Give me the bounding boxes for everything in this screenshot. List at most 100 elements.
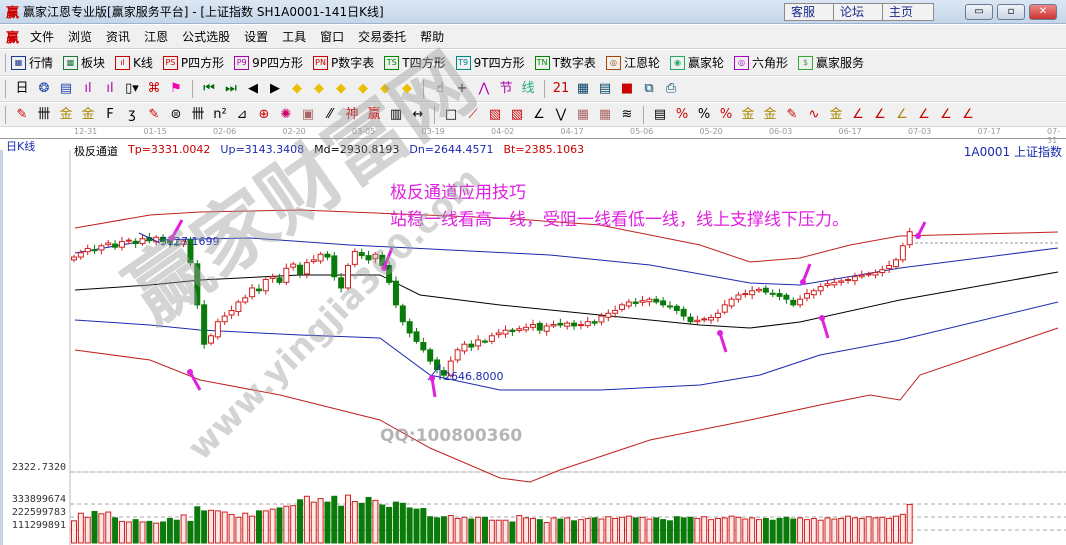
- network-icon[interactable]: ⧉: [644, 81, 654, 96]
- grid-lines-icon[interactable]: 卌: [37, 106, 51, 122]
- gold2-icon[interactable]: 金: [81, 106, 95, 122]
- gold-lines-icon[interactable]: 金: [763, 106, 777, 122]
- vlines-icon[interactable]: 卌: [191, 106, 205, 122]
- first-icon[interactable]: ⏮: [203, 81, 215, 96]
- parallel-icon[interactable]: ≋: [621, 106, 633, 122]
- calculator-icon[interactable]: ▦: [576, 81, 590, 96]
- triangle-icon[interactable]: ⊿: [236, 106, 248, 122]
- pct-red-icon[interactable]: %: [675, 106, 689, 122]
- gold-angle-icon[interactable]: ∠: [896, 106, 908, 122]
- diamond-star-icon[interactable]: ◆: [380, 81, 390, 96]
- menu-tools[interactable]: 工具: [282, 30, 307, 44]
- toolbar-button-ts[interactable]: TS T四方形: [384, 54, 446, 71]
- ying-angle-icon[interactable]: ∠: [940, 106, 952, 122]
- toolbar-button-gann-wheel[interactable]: ◎ 江恩轮: [605, 54, 660, 71]
- fan-icon[interactable]: ⟋: [468, 106, 478, 122]
- period-dropdown[interactable]: 日▾: [15, 81, 29, 114]
- slant-icon[interactable]: ⁄⁄: [327, 106, 333, 122]
- toolbar-button-t9[interactable]: T9 9T四方形: [455, 54, 525, 71]
- target-icon[interactable]: ⊕: [258, 106, 270, 122]
- star-icon[interactable]: ✺: [280, 106, 292, 122]
- minimize-button[interactable]: ▭: [965, 4, 993, 20]
- four-angle-icon[interactable]: ∠: [962, 106, 974, 122]
- home-button[interactable]: 主页: [882, 3, 934, 21]
- crosshair-icon[interactable]: +: [456, 81, 468, 96]
- ruler-icon[interactable]: ▥: [389, 106, 403, 122]
- toolbar-button-yingjia-wheel[interactable]: ◉ 赢家轮: [669, 54, 724, 71]
- toolbar-button-hexagon[interactable]: ◎ 六角形: [733, 54, 788, 71]
- forum-button[interactable]: 论坛: [833, 3, 885, 21]
- god-icon[interactable]: 神: [345, 106, 359, 122]
- rocket-icon[interactable]: ✎: [148, 106, 160, 122]
- menu-settings[interactable]: 设置: [244, 30, 269, 44]
- toolbar-button-dollar[interactable]: $ 赢家服务: [797, 54, 864, 71]
- diamond-left-icon[interactable]: ◆: [292, 81, 302, 96]
- gold-circle-icon[interactable]: 金: [741, 106, 755, 122]
- grid-icon[interactable]: ▦: [576, 106, 590, 122]
- wave-icon[interactable]: 线: [521, 81, 535, 96]
- pct-icon[interactable]: %: [697, 106, 711, 122]
- diamond-v-icon[interactable]: ◆: [402, 81, 412, 96]
- diamond-h-icon[interactable]: ◆: [336, 81, 346, 96]
- menu-file[interactable]: 文件: [30, 30, 55, 44]
- zigzag-icon[interactable]: ⋁: [555, 106, 567, 122]
- diamond-right-icon[interactable]: ◆: [314, 81, 324, 96]
- indicator-icon[interactable]: ❂: [38, 81, 50, 96]
- node-icon[interactable]: 节: [499, 81, 513, 96]
- menu-formula[interactable]: 公式选股: [182, 30, 231, 44]
- maximize-button[interactable]: ▫: [997, 4, 1025, 20]
- box-icon[interactable]: □: [444, 106, 458, 122]
- last-icon[interactable]: ⏭: [225, 81, 237, 96]
- menu-trade[interactable]: 交易委托: [358, 30, 407, 44]
- report-icon[interactable]: ▤: [598, 81, 612, 96]
- cal-icon[interactable]: ▤: [653, 106, 667, 122]
- pen-icon[interactable]: ✎: [16, 106, 28, 122]
- square-icon[interactable]: ▣: [301, 106, 315, 122]
- span-icon[interactable]: ↔: [412, 106, 424, 122]
- wave-box-icon[interactable]: ∿: [808, 106, 820, 122]
- f-angle-icon[interactable]: ∠: [874, 106, 886, 122]
- god-angle-icon[interactable]: ∠: [918, 106, 930, 122]
- j-angle-icon[interactable]: ∠: [852, 106, 864, 122]
- menu-browse[interactable]: 浏览: [68, 30, 93, 44]
- toolbar-button-ps[interactable]: PS P四方形: [162, 54, 224, 71]
- toolbar-button-table[interactable]: ▦ 行情: [11, 54, 53, 71]
- f-lines-icon[interactable]: F: [106, 106, 114, 122]
- circle-scale-icon[interactable]: ⊜: [170, 106, 182, 122]
- toolbar-button-pn[interactable]: PN P数字表: [313, 54, 374, 71]
- candle-dropdown[interactable]: ▯▾: [125, 81, 139, 96]
- toolbar-button-p9[interactable]: P9 9P四方形: [234, 54, 303, 71]
- gold-box-icon[interactable]: 金: [829, 106, 843, 122]
- rocket2-icon[interactable]: ✎: [786, 106, 798, 122]
- fan-box2-icon[interactable]: ▧: [510, 106, 524, 122]
- bars3-icon[interactable]: ıl: [84, 81, 92, 96]
- pct-lines-icon[interactable]: %: [719, 106, 733, 122]
- line-icon[interactable]: ⋀: [478, 81, 490, 96]
- diamond-x-icon[interactable]: ◆: [358, 81, 368, 96]
- fan-box-icon[interactable]: ▧: [488, 106, 502, 122]
- gold1-icon[interactable]: 金: [59, 106, 73, 122]
- notes-icon[interactable]: ▤: [59, 81, 73, 96]
- bars9-icon[interactable]: ıl: [106, 81, 114, 96]
- left-icon[interactable]: ◀: [248, 81, 258, 96]
- menu-news[interactable]: 资讯: [106, 30, 131, 44]
- kline-chart[interactable]: 2322.7320 333899674 222599783 111299891 3127…: [0, 150, 1066, 545]
- flag-icon[interactable]: ⚑: [170, 81, 182, 96]
- spiral-icon[interactable]: ʒ: [128, 106, 136, 122]
- calendar-icon[interactable]: 21: [552, 81, 570, 96]
- right-icon[interactable]: ▶: [270, 81, 280, 96]
- printer-icon[interactable]: ⎙: [665, 81, 677, 96]
- hand-icon[interactable]: ☝: [436, 81, 444, 96]
- toolbar-button-blocks[interactable]: ▩ 板块: [63, 54, 105, 71]
- close-button[interactable]: ✕: [1029, 4, 1057, 20]
- angle-icon[interactable]: ∠: [533, 106, 545, 122]
- toolbar-button-tn[interactable]: TN T数字表: [534, 54, 596, 71]
- ying-icon[interactable]: 赢: [367, 106, 381, 122]
- menu-window[interactable]: 窗口: [320, 30, 345, 44]
- customer-service-button[interactable]: 客服: [784, 3, 836, 21]
- grid2-icon[interactable]: ▦: [598, 106, 612, 122]
- menu-gann[interactable]: 江恩: [144, 30, 169, 44]
- n2-icon[interactable]: n²: [213, 106, 227, 122]
- menu-help[interactable]: 帮助: [420, 30, 445, 44]
- pattern-icon[interactable]: ⌘: [147, 81, 161, 96]
